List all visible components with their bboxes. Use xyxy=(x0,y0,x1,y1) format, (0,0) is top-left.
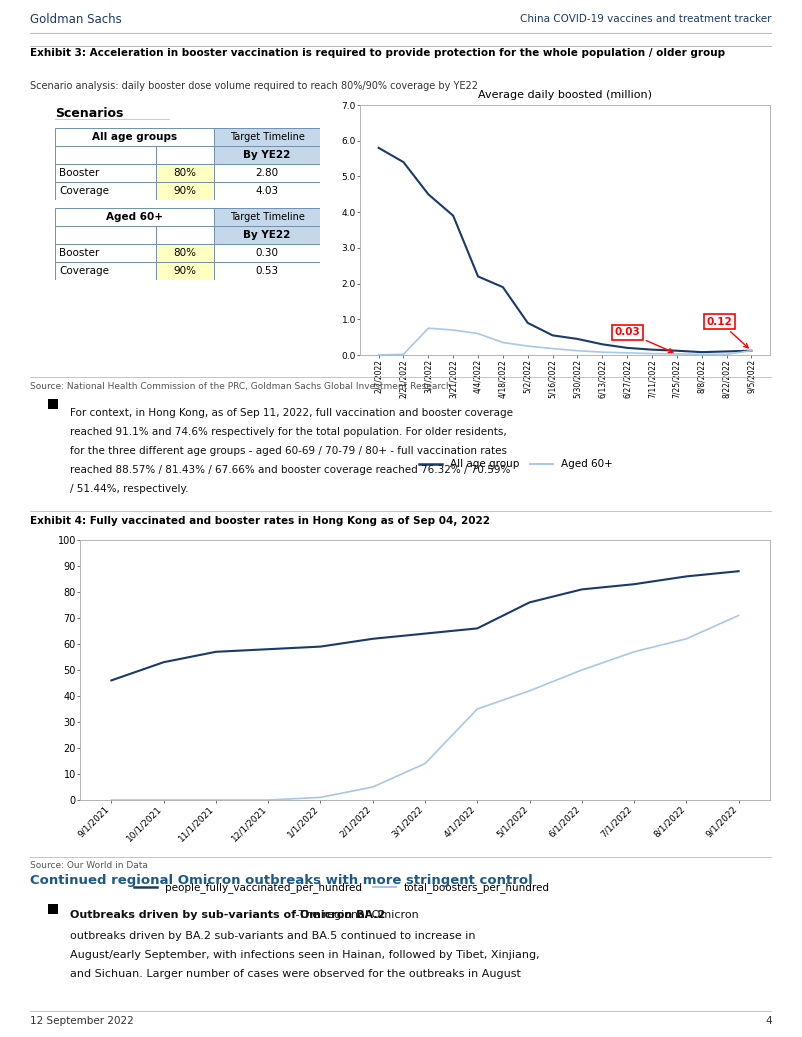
Bar xyxy=(156,146,214,164)
Bar xyxy=(214,244,320,262)
Text: Exhibit 3: Acceleration in booster vaccination is required to provide protection: Exhibit 3: Acceleration in booster vacci… xyxy=(30,48,725,58)
Legend: All age group, Aged 60+: All age group, Aged 60+ xyxy=(415,455,617,474)
Bar xyxy=(55,183,156,200)
Title: Average daily boosted (million): Average daily boosted (million) xyxy=(478,90,652,100)
Legend: people_fully_vaccinated_per_hundred, total_boosters_per_hundred: people_fully_vaccinated_per_hundred, tot… xyxy=(130,878,554,897)
Text: Outbreaks driven by sub-variants of Omicron BA.2: Outbreaks driven by sub-variants of Omic… xyxy=(70,910,386,920)
Text: Target Timeline: Target Timeline xyxy=(229,132,305,142)
Bar xyxy=(55,128,214,146)
Text: / 51.44%, respectively.: / 51.44%, respectively. xyxy=(70,483,188,494)
Text: China COVID-19 vaccines and treatment tracker: China COVID-19 vaccines and treatment tr… xyxy=(520,15,772,24)
Text: 90%: 90% xyxy=(173,267,196,276)
Bar xyxy=(214,128,320,146)
Bar xyxy=(214,183,320,200)
Text: 4.03: 4.03 xyxy=(256,186,278,196)
Bar xyxy=(214,262,320,280)
Bar xyxy=(55,226,156,244)
Text: Scenarios: Scenarios xyxy=(55,107,124,120)
Text: Coverage: Coverage xyxy=(59,267,109,276)
Bar xyxy=(214,146,320,164)
Text: Source: National Health Commission of the PRC, Goldman Sachs Global Investment R: Source: National Health Commission of th… xyxy=(30,382,452,391)
Text: reached 88.57% / 81.43% / 67.66% and booster coverage reached 76.32% / 70.59%: reached 88.57% / 81.43% / 67.66% and boo… xyxy=(70,465,510,475)
Bar xyxy=(156,183,214,200)
Text: All age groups: All age groups xyxy=(92,132,177,142)
Text: for the three different age groups - aged 60-69 / 70-79 / 80+ - full vaccination: for the three different age groups - age… xyxy=(70,446,507,455)
Bar xyxy=(55,262,156,280)
Bar xyxy=(214,164,320,183)
Bar xyxy=(55,164,156,183)
Text: Coverage: Coverage xyxy=(59,186,109,196)
Text: 0.53: 0.53 xyxy=(256,267,278,276)
Text: 90%: 90% xyxy=(173,186,196,196)
Text: By YE22: By YE22 xyxy=(243,150,290,160)
Text: Booster: Booster xyxy=(59,248,99,258)
Text: 0.03: 0.03 xyxy=(614,328,673,353)
Bar xyxy=(55,146,156,164)
Bar xyxy=(214,208,320,226)
Text: outbreaks driven by BA.2 sub-variants and BA.5 continued to increase in: outbreaks driven by BA.2 sub-variants an… xyxy=(70,931,476,942)
Text: 0.12: 0.12 xyxy=(707,316,748,347)
Text: Source: Our World in Data: Source: Our World in Data xyxy=(30,861,148,870)
Text: For context, in Hong Kong, as of Sep 11, 2022, full vaccination and booster cove: For context, in Hong Kong, as of Sep 11,… xyxy=(70,408,513,418)
Bar xyxy=(214,226,320,244)
Text: Goldman Sachs: Goldman Sachs xyxy=(30,12,122,26)
Bar xyxy=(156,164,214,183)
Text: Scenario analysis: daily booster dose volume required to reach 80%/90% coverage : Scenario analysis: daily booster dose vo… xyxy=(30,81,478,91)
Bar xyxy=(55,244,156,262)
Text: 80%: 80% xyxy=(173,248,196,258)
Text: Booster: Booster xyxy=(59,168,99,178)
Text: Exhibit 4: Fully vaccinated and booster rates in Hong Kong as of Sep 04, 2022: Exhibit 4: Fully vaccinated and booster … xyxy=(30,515,490,526)
Text: By YE22: By YE22 xyxy=(243,230,290,240)
Bar xyxy=(55,208,214,226)
Text: Continued regional Omicron outbreaks with more stringent control: Continued regional Omicron outbreaks wit… xyxy=(30,874,533,887)
Text: Aged 60+: Aged 60+ xyxy=(106,212,163,222)
Text: 2.80: 2.80 xyxy=(256,168,278,178)
Text: 12 September 2022: 12 September 2022 xyxy=(30,1016,134,1026)
Bar xyxy=(156,262,214,280)
Bar xyxy=(156,226,214,244)
Text: -The regional Omicron: -The regional Omicron xyxy=(292,910,419,920)
Text: 0.30: 0.30 xyxy=(256,248,278,258)
Text: 4: 4 xyxy=(765,1016,772,1026)
Text: Target Timeline: Target Timeline xyxy=(229,212,305,222)
Text: 80%: 80% xyxy=(173,168,196,178)
Bar xyxy=(156,244,214,262)
Text: August/early September, with infections seen in Hainan, followed by Tibet, Xinji: August/early September, with infections … xyxy=(70,950,540,960)
Text: reached 91.1% and 74.6% respectively for the total population. For older residen: reached 91.1% and 74.6% respectively for… xyxy=(70,427,507,437)
Text: and Sichuan. Larger number of cases were observed for the outbreaks in August: and Sichuan. Larger number of cases were… xyxy=(70,969,520,979)
